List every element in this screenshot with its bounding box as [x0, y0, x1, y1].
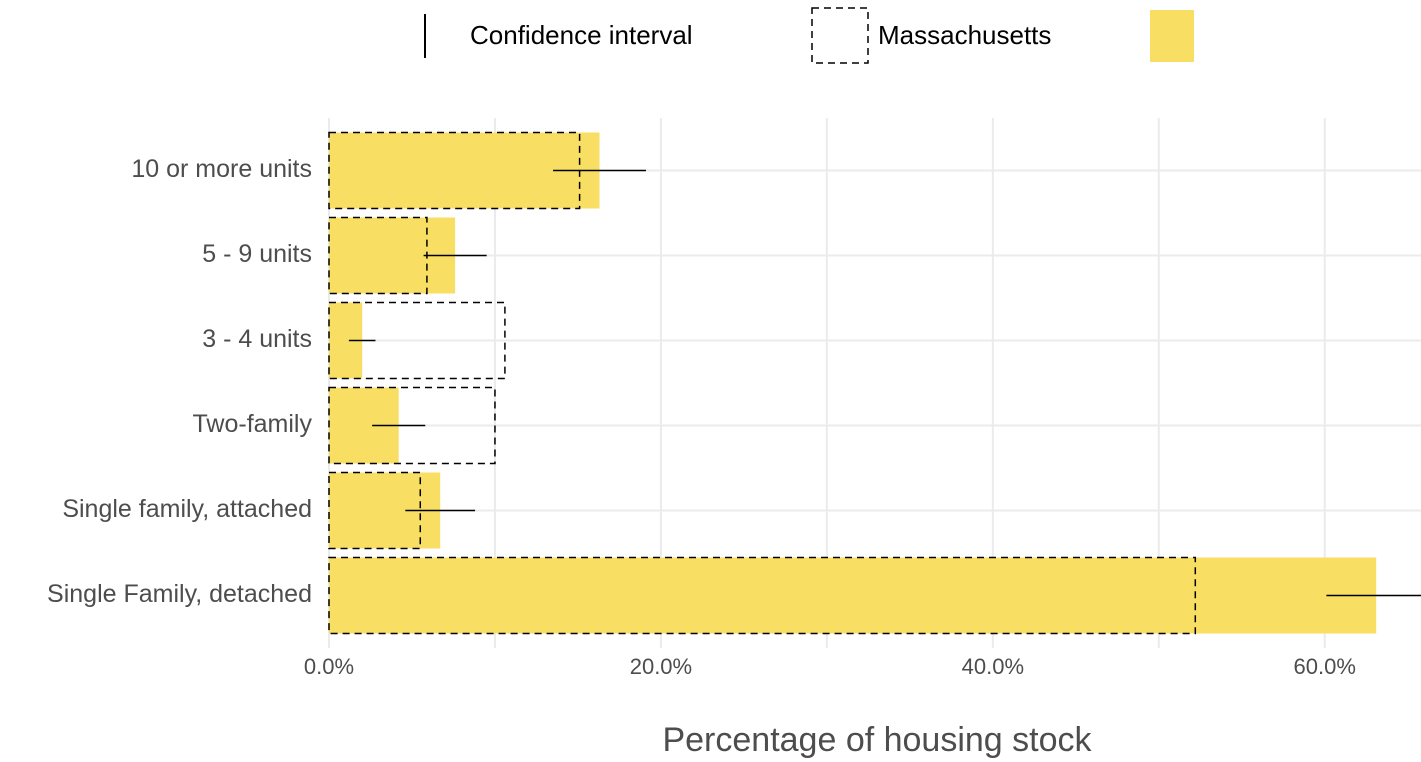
- x-tick-label: 40.0%: [962, 654, 1024, 679]
- bar: [329, 557, 1377, 634]
- y-tick-label: Single family, attached: [62, 495, 312, 523]
- reference-box: [328, 301, 506, 380]
- y-tick-label: Two-family: [193, 410, 313, 438]
- x-tick-label: 60.0%: [1294, 654, 1356, 679]
- x-tick-label: 20.0%: [630, 654, 692, 679]
- y-tick-label: 3 - 4 units: [202, 325, 312, 353]
- legend-swatch: [1150, 10, 1194, 62]
- legend-label: Massachusetts: [878, 20, 1051, 50]
- y-tick-label: Single Family, detached: [47, 580, 312, 608]
- y-tick-label: 10 or more units: [131, 155, 312, 183]
- legend-label: Confidence interval: [470, 20, 693, 50]
- legend-swatch: [811, 7, 869, 64]
- reference-box: [328, 386, 496, 465]
- y-tick-label: 5 - 9 units: [202, 240, 312, 268]
- x-axis-title: Percentage of housing stock: [662, 721, 1092, 759]
- reference-box: [328, 556, 1197, 635]
- x-tick-label: 0.0%: [304, 654, 354, 679]
